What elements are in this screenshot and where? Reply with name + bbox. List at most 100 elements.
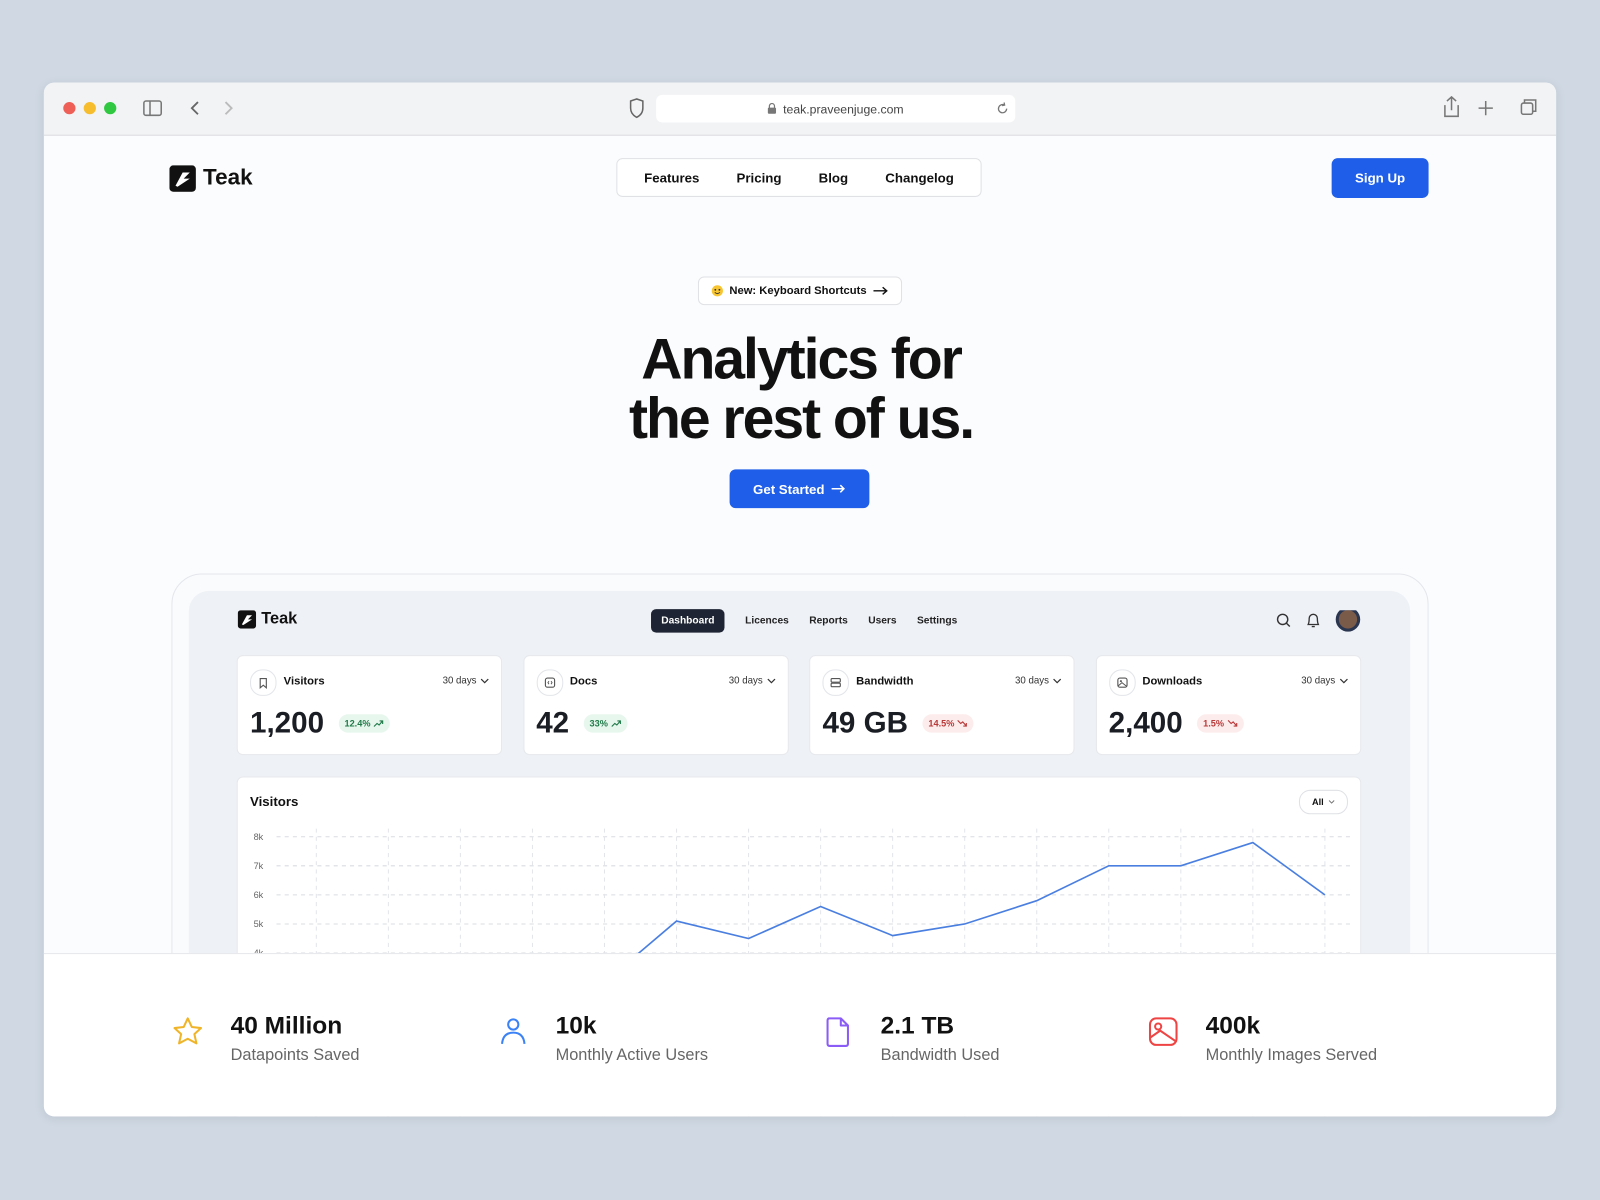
visitors-chart: 8k7k6k5k4k bbox=[254, 828, 1350, 1117]
dashboard-tabs: Dashboard Licences Reports Users Settings bbox=[651, 608, 958, 633]
chart-filter-label: All bbox=[1311, 796, 1324, 808]
card-icon-glyph bbox=[830, 678, 841, 688]
card-change-label: 1.5% bbox=[1203, 718, 1225, 729]
shield-icon[interactable] bbox=[629, 98, 644, 119]
y-tick-label: 6k bbox=[254, 890, 264, 900]
get-started-button[interactable]: Get Started bbox=[729, 469, 870, 509]
card-icon-glyph bbox=[259, 678, 267, 689]
dashboard-tab[interactable]: Licences bbox=[745, 614, 789, 627]
y-tick-label: 8k bbox=[254, 832, 264, 842]
search-icon[interactable] bbox=[1276, 613, 1289, 626]
card-icon-glyph-part bbox=[1117, 681, 1127, 687]
stat-icon bbox=[173, 1017, 203, 1045]
stat-value: 10k bbox=[555, 1012, 597, 1040]
chevron-icon bbox=[766, 678, 775, 684]
stat-card: Docs 30 days 42 33% bbox=[522, 655, 789, 756]
chart-filter[interactable]: All bbox=[1298, 789, 1348, 815]
logo-icon bbox=[169, 165, 196, 192]
dashboard-actions bbox=[1276, 610, 1361, 632]
nav-link[interactable]: Changelog bbox=[885, 169, 954, 186]
dashboard-tab[interactable]: Dashboard bbox=[651, 608, 725, 633]
url-text: teak.praveenjuge.com bbox=[783, 101, 904, 116]
stat-icon-part bbox=[1153, 1022, 1162, 1031]
stat-icon bbox=[826, 1017, 849, 1047]
stat-value: 400k bbox=[1205, 1012, 1261, 1040]
card-change: 1.5% bbox=[1197, 714, 1244, 733]
card-icon bbox=[822, 669, 849, 696]
back-icon[interactable] bbox=[190, 101, 199, 115]
card-period-label: 30 days bbox=[1015, 675, 1049, 687]
share-icon[interactable] bbox=[1444, 95, 1459, 118]
announcement-badge[interactable]: New: Keyboard Shortcuts bbox=[697, 276, 903, 306]
dashboard-brand: Teak bbox=[261, 610, 298, 628]
bell-icon[interactable] bbox=[1307, 613, 1320, 628]
badge-text: New: Keyboard Shortcuts bbox=[729, 284, 867, 297]
dashboard-tab[interactable]: Users bbox=[868, 614, 897, 627]
sign-up-button[interactable]: Sign Up bbox=[1331, 158, 1429, 198]
card-period[interactable]: 30 days bbox=[1301, 676, 1348, 687]
stat-icon-part bbox=[1148, 1029, 1177, 1043]
card-value: 2,400 bbox=[1108, 707, 1183, 740]
nav-link[interactable]: Features bbox=[644, 169, 700, 186]
y-tick-label: 5k bbox=[254, 919, 264, 929]
card-icon-glyph-part bbox=[830, 682, 841, 688]
card-period[interactable]: 30 days bbox=[729, 676, 775, 687]
chevron-icon bbox=[1053, 678, 1062, 684]
chevron-icon bbox=[1328, 800, 1335, 804]
chevron-icon-part bbox=[766, 678, 775, 684]
card-value: 49 GB bbox=[822, 707, 908, 740]
card-value: 42 bbox=[536, 707, 570, 740]
visitors-line bbox=[603, 841, 1326, 983]
chevron-icon bbox=[1339, 678, 1348, 684]
card-period-label: 30 days bbox=[442, 675, 477, 687]
card-label: Docs bbox=[569, 675, 598, 688]
stat-icon-part bbox=[173, 1017, 203, 1045]
stat-label: Datapoints Saved bbox=[230, 1046, 360, 1065]
card-value: 1,200 bbox=[249, 707, 325, 740]
forward-icon[interactable] bbox=[224, 101, 233, 115]
stat-icon-part bbox=[826, 1017, 849, 1047]
nav-menu: Features Pricing Blog Changelog bbox=[616, 158, 982, 197]
dashboard-tab[interactable]: Reports bbox=[809, 614, 848, 627]
close-button[interactable] bbox=[63, 102, 76, 115]
tabs-icon[interactable] bbox=[1520, 102, 1534, 116]
brand[interactable]: Teak bbox=[203, 164, 253, 190]
arrow-icon bbox=[873, 286, 889, 295]
reload-icon[interactable] bbox=[996, 102, 1009, 115]
new-tab-icon[interactable] bbox=[1478, 101, 1493, 116]
browser-window: teak.praveenjuge.com Teak Features Prici… bbox=[43, 82, 1557, 1117]
card-period[interactable]: 30 days bbox=[1015, 675, 1062, 687]
chevron-icon-part bbox=[1053, 678, 1062, 684]
card-icon-glyph-part bbox=[544, 677, 555, 688]
stat-label: Bandwidth Used bbox=[880, 1046, 1000, 1065]
card-icon-glyph-part bbox=[1119, 680, 1122, 683]
stat-label: Monthly Active Users bbox=[555, 1046, 709, 1065]
card-icon bbox=[1108, 669, 1136, 696]
y-tick-label: 7k bbox=[254, 861, 264, 871]
address-bar[interactable]: teak.praveenjuge.com bbox=[656, 94, 1016, 123]
chevron-icon bbox=[480, 678, 489, 684]
stat-value: 2.1 TB bbox=[880, 1012, 955, 1040]
zoom-button[interactable] bbox=[104, 102, 117, 115]
card-icon-glyph bbox=[544, 677, 555, 688]
trend-down-icon bbox=[1227, 720, 1237, 727]
nav-link[interactable]: Blog bbox=[818, 169, 849, 186]
card-icon-glyph-part bbox=[830, 678, 841, 683]
minimize-button[interactable] bbox=[83, 102, 96, 115]
sidebar-icon[interactable] bbox=[143, 100, 162, 117]
browser-toolbar: teak.praveenjuge.com bbox=[43, 82, 1557, 136]
card-change: 33% bbox=[583, 714, 628, 733]
stat-icon bbox=[500, 1018, 525, 1045]
nav-link[interactable]: Pricing bbox=[736, 169, 782, 186]
hero-title-line: Analytics for bbox=[641, 326, 963, 391]
stats-section: 40 Million Datapoints Saved 10k Monthly Act… bbox=[43, 953, 1557, 1117]
card-icon bbox=[249, 669, 277, 696]
stat-icon bbox=[1148, 1017, 1178, 1046]
arrow-icon bbox=[831, 484, 845, 493]
dashboard-tab[interactable]: Settings bbox=[916, 614, 958, 627]
stat-card: Bandwidth 30 days 49 GB 14.5% bbox=[809, 655, 1075, 756]
trend-up-icon bbox=[373, 720, 384, 727]
trend-down-icon-part bbox=[957, 720, 968, 727]
card-period[interactable]: 30 days bbox=[443, 676, 489, 687]
stat-card: Visitors 30 days 1,200 12.4% bbox=[236, 655, 503, 756]
